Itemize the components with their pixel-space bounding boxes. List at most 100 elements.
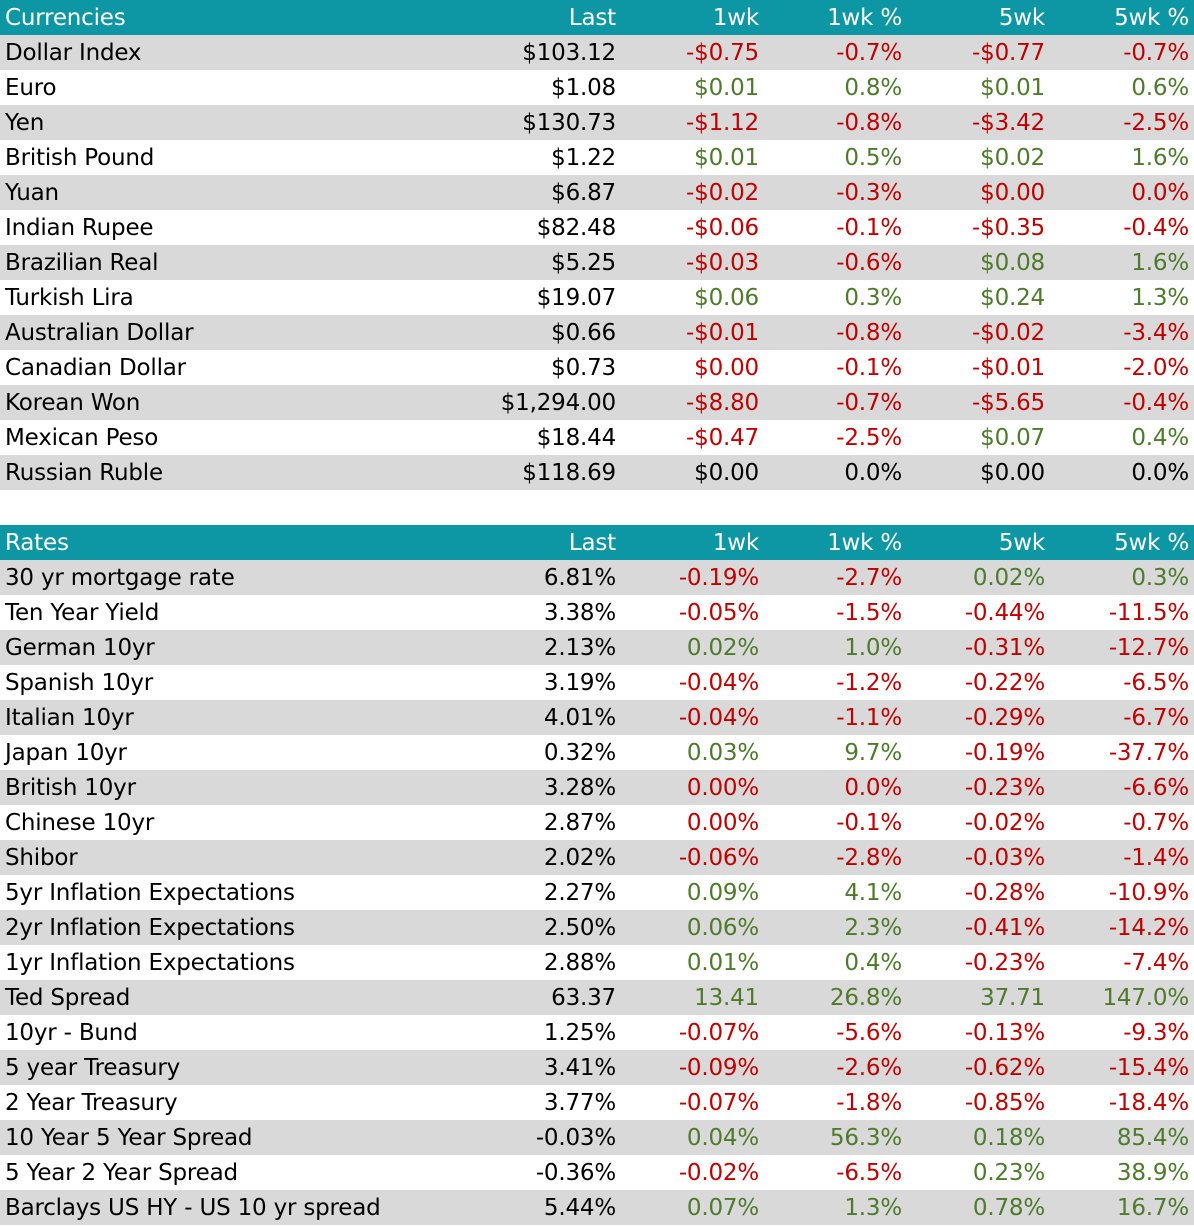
row-label: German 10yr: [5, 634, 155, 661]
last-value: 2.88%: [543, 949, 616, 976]
change-5wk: -0.41%: [964, 914, 1045, 941]
change-1wk-pct: 0.3%: [844, 284, 902, 311]
last-value: 2.87%: [543, 809, 616, 836]
header-cell: 1wk %: [827, 529, 902, 556]
change-1wk-pct: -1.1%: [836, 704, 902, 731]
change-1wk: -0.05%: [678, 599, 759, 626]
table-row: Turkish Lira $19.07 $0.06 0.3% $0.24 1.3%: [0, 280, 1194, 315]
change-5wk: -0.23%: [964, 774, 1045, 801]
row-label: 5yr Inflation Expectations: [5, 879, 295, 906]
last-value: 2.27%: [543, 879, 616, 906]
change-1wk: 0.00%: [686, 774, 759, 801]
table-row: 30 yr mortgage rate 6.81% -0.19% -2.7% 0.02%…: [0, 560, 1194, 595]
last-value: $19.07: [536, 284, 616, 311]
last-value: 1.25%: [543, 1019, 616, 1046]
change-1wk-pct: 9.7%: [844, 739, 902, 766]
currencies-section: Dollar Index $103.12 -$0.75 -0.7% -$0.77 -0.7…: [0, 35, 1194, 490]
change-5wk: -0.44%: [964, 599, 1045, 626]
change-1wk: -0.07%: [678, 1019, 759, 1046]
change-1wk-pct: 1.3%: [844, 1194, 902, 1221]
change-5wk: $0.07: [980, 424, 1045, 451]
change-5wk-pct: 0.3%: [1131, 564, 1189, 591]
change-5wk: $0.02: [980, 144, 1045, 171]
last-value: $1.08: [551, 74, 616, 101]
change-1wk-pct: 26.8%: [829, 984, 902, 1011]
change-5wk-pct: -0.7%: [1123, 39, 1189, 66]
change-1wk: -$1.12: [686, 109, 759, 136]
header-cell: 5wk %: [1114, 4, 1189, 31]
row-label: British Pound: [5, 144, 155, 171]
row-label: 5 Year 2 Year Spread: [5, 1159, 238, 1186]
header-cell: 1wk %: [827, 4, 902, 31]
row-label: Brazilian Real: [5, 249, 159, 276]
last-value: -0.03%: [535, 1124, 616, 1151]
change-1wk-pct: 4.1%: [844, 879, 902, 906]
change-5wk-pct: -7.4%: [1123, 949, 1189, 976]
table-row: British Pound $1.22 $0.01 0.5% $0.02 1.6%: [0, 140, 1194, 175]
change-1wk: $0.00: [694, 354, 759, 381]
change-1wk: 0.03%: [686, 739, 759, 766]
change-1wk: -0.19%: [678, 564, 759, 591]
change-1wk-pct: -1.8%: [836, 1089, 902, 1116]
change-5wk: -0.13%: [964, 1019, 1045, 1046]
change-1wk-pct: -0.1%: [836, 354, 902, 381]
row-label: Ted Spread: [5, 984, 131, 1011]
change-5wk-pct: -14.2%: [1108, 914, 1189, 941]
change-5wk: -0.23%: [964, 949, 1045, 976]
change-5wk-pct: -12.7%: [1108, 634, 1189, 661]
row-label: Canadian Dollar: [5, 354, 186, 381]
change-5wk: $0.00: [980, 459, 1045, 486]
table-row: 1yr Inflation Expectations 2.88% 0.01% 0.4%…: [0, 945, 1194, 980]
change-5wk-pct: -9.3%: [1123, 1019, 1189, 1046]
last-value: $5.25: [551, 249, 616, 276]
change-1wk: 0.02%: [686, 634, 759, 661]
change-5wk-pct: 0.0%: [1131, 179, 1189, 206]
table-row: 2yr Inflation Expectations 2.50% 0.06% 2.3%…: [0, 910, 1194, 945]
last-value: $103.12: [522, 39, 616, 66]
row-label: Spanish 10yr: [5, 669, 154, 696]
table-row: 5yr Inflation Expectations 2.27% 0.09% 4.1%…: [0, 875, 1194, 910]
change-5wk: -0.29%: [964, 704, 1045, 731]
change-1wk-pct: -2.5%: [836, 424, 902, 451]
table-row: Canadian Dollar $0.73 $0.00 -0.1% -$0.01 -2.0…: [0, 350, 1194, 385]
rates-header-row: Rates Last 1wk 1wk % 5wk 5wk %: [0, 525, 1194, 560]
header-cell: 5wk %: [1114, 529, 1189, 556]
change-5wk: -$0.77: [972, 39, 1045, 66]
last-value: $0.66: [551, 319, 616, 346]
change-5wk-pct: 1.6%: [1131, 249, 1189, 276]
change-1wk: -$0.02: [686, 179, 759, 206]
change-5wk: $0.08: [980, 249, 1045, 276]
change-5wk: 37.71: [980, 984, 1045, 1011]
last-value: 3.41%: [543, 1054, 616, 1081]
change-5wk: -0.03%: [964, 844, 1045, 871]
change-1wk-pct: -1.5%: [836, 599, 902, 626]
header-cell: 1wk: [712, 529, 759, 556]
row-label: 1yr Inflation Expectations: [5, 949, 295, 976]
change-5wk: $0.01: [980, 74, 1045, 101]
last-value: $82.48: [536, 214, 616, 241]
change-1wk-pct: -0.7%: [836, 39, 902, 66]
last-value: 6.81%: [543, 564, 616, 591]
change-5wk: -0.22%: [964, 669, 1045, 696]
change-5wk-pct: 1.3%: [1131, 284, 1189, 311]
table-row: Italian 10yr 4.01% -0.04% -1.1% -0.29% -6.7%: [0, 700, 1194, 735]
change-5wk-pct: -2.0%: [1123, 354, 1189, 381]
row-label: Euro: [5, 74, 57, 101]
change-5wk-pct: 1.6%: [1131, 144, 1189, 171]
change-1wk-pct: 0.0%: [844, 459, 902, 486]
row-label: Yuan: [5, 179, 59, 206]
last-value: $118.69: [522, 459, 616, 486]
table-row: Ten Year Yield 3.38% -0.05% -1.5% -0.44% -11.…: [0, 595, 1194, 630]
row-label: 10yr - Bund: [5, 1019, 138, 1046]
last-value: 5.44%: [543, 1194, 616, 1221]
change-5wk-pct: -11.5%: [1108, 599, 1189, 626]
last-value: 0.32%: [543, 739, 616, 766]
change-5wk-pct: 0.0%: [1131, 459, 1189, 486]
change-5wk-pct: 16.7%: [1116, 1194, 1189, 1221]
header-cell: 5wk: [998, 4, 1045, 31]
change-5wk: -$5.65: [972, 389, 1045, 416]
change-5wk-pct: -0.4%: [1123, 214, 1189, 241]
change-1wk-pct: 56.3%: [829, 1124, 902, 1151]
table-row: German 10yr 2.13% 0.02% 1.0% -0.31% -12.7%: [0, 630, 1194, 665]
change-5wk-pct: -15.4%: [1108, 1054, 1189, 1081]
